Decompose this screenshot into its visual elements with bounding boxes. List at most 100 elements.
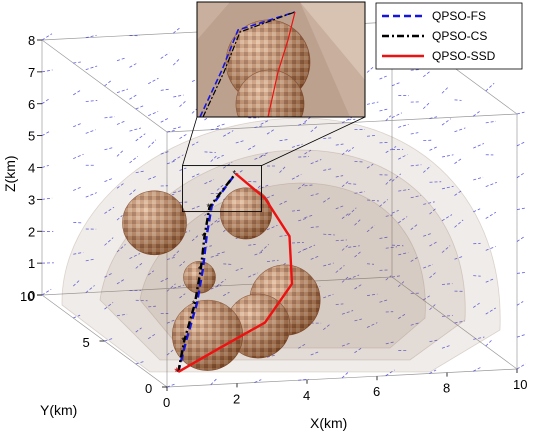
wind-vector bbox=[73, 251, 84, 255]
wind-vector bbox=[223, 291, 230, 297]
wind-vector bbox=[41, 165, 49, 168]
wind-vector bbox=[516, 207, 527, 211]
wind-vector bbox=[260, 184, 270, 189]
wind-vector bbox=[210, 155, 217, 162]
wind-vector bbox=[129, 156, 139, 164]
wind-vector bbox=[41, 33, 53, 41]
wind-vector bbox=[354, 191, 365, 194]
wind-vector bbox=[391, 244, 404, 247]
legend-label-cs: QPSO-CS bbox=[432, 29, 487, 43]
wind-vector bbox=[260, 244, 269, 253]
wind-vector bbox=[104, 116, 115, 119]
x-tick-label: 0 bbox=[163, 395, 170, 410]
wind-vector bbox=[179, 167, 187, 171]
wind-vector bbox=[485, 307, 496, 315]
wind-vector bbox=[441, 315, 453, 317]
wind-vector bbox=[298, 217, 308, 222]
wind-vector bbox=[398, 154, 408, 160]
wind-vector bbox=[298, 378, 309, 381]
wind-vector bbox=[423, 233, 431, 237]
zoom-inset bbox=[182, 1, 366, 213]
wind-vector bbox=[366, 163, 374, 169]
wind-vector bbox=[204, 209, 212, 216]
wind-vector bbox=[429, 207, 438, 215]
wind-vector bbox=[148, 111, 159, 116]
wind-vector bbox=[385, 146, 397, 153]
wind-vector bbox=[104, 337, 113, 342]
wind-vector bbox=[473, 275, 481, 277]
wind-vector bbox=[310, 125, 319, 133]
paths: ******** bbox=[174, 169, 294, 379]
wind-vector bbox=[410, 322, 420, 326]
waypoint-marker: * bbox=[233, 169, 237, 179]
wind-vector bbox=[291, 209, 301, 212]
x-tick-label: 6 bbox=[373, 384, 380, 399]
wind-vector bbox=[341, 245, 349, 251]
wind-vector bbox=[73, 90, 81, 96]
z-tick-label: 6 bbox=[28, 97, 35, 112]
wind-vector bbox=[441, 154, 454, 158]
wind-vector bbox=[423, 264, 433, 269]
z-tick-label: 7 bbox=[28, 65, 35, 80]
wind-vector bbox=[385, 246, 398, 249]
wind-vector bbox=[216, 279, 227, 287]
wind-vector bbox=[473, 302, 480, 308]
wind-vector bbox=[385, 341, 395, 345]
wind-vector bbox=[516, 111, 525, 115]
wind-vector bbox=[473, 176, 484, 181]
obstacle-shade bbox=[183, 261, 216, 294]
wind-vector bbox=[485, 211, 497, 219]
wind-vector bbox=[429, 145, 439, 151]
wind-vector bbox=[166, 283, 176, 292]
wind-vector bbox=[191, 105, 201, 114]
wind-vector bbox=[304, 214, 314, 219]
z-tick-label: 1 bbox=[28, 256, 35, 271]
wind-vector bbox=[104, 178, 113, 182]
wind-vector bbox=[279, 235, 287, 237]
wind-vector bbox=[398, 313, 407, 319]
wind-vector bbox=[204, 151, 216, 154]
wind-vector bbox=[341, 212, 350, 219]
wind-vector bbox=[135, 360, 145, 365]
wind-vector bbox=[73, 221, 82, 224]
wind-vector bbox=[422, 165, 432, 173]
wind-vector bbox=[385, 115, 392, 122]
wind-vector bbox=[254, 251, 264, 256]
wind-vector bbox=[323, 197, 331, 203]
wind-vector bbox=[85, 258, 96, 262]
wind-vector bbox=[85, 34, 97, 39]
wind-vector bbox=[173, 94, 184, 98]
wind-vector bbox=[391, 275, 402, 278]
wind-vector bbox=[235, 140, 244, 144]
wind-vector bbox=[254, 125, 263, 128]
wind-vector bbox=[179, 261, 186, 267]
wind-vector bbox=[179, 293, 186, 299]
wind-vector bbox=[304, 184, 314, 187]
wind-vector bbox=[85, 285, 95, 294]
wind-vector bbox=[41, 69, 53, 73]
wind-vector bbox=[366, 101, 379, 105]
wind-vector bbox=[135, 133, 146, 142]
waypoint-marker: * bbox=[207, 202, 211, 212]
wind-vector bbox=[172, 250, 180, 257]
wind-vector bbox=[73, 153, 84, 159]
wind-vector bbox=[116, 57, 126, 62]
wind-vector bbox=[204, 179, 215, 185]
wind-vector bbox=[423, 139, 434, 142]
wind-vector bbox=[485, 82, 495, 92]
x-tick-label: 4 bbox=[303, 388, 310, 403]
wind-vector bbox=[210, 284, 222, 290]
wind-vector bbox=[323, 168, 332, 171]
wind-vector bbox=[147, 139, 157, 148]
wind-vector bbox=[85, 65, 98, 71]
zoom-connector bbox=[261, 116, 366, 166]
wind-vector bbox=[129, 253, 141, 259]
wind-vector bbox=[354, 218, 362, 226]
wind-vector bbox=[254, 154, 266, 160]
wind-vector bbox=[148, 333, 156, 340]
wind-vector bbox=[379, 75, 387, 80]
wind-vector bbox=[166, 160, 175, 165]
wind-vector bbox=[279, 165, 287, 173]
legend: QPSO-FS QPSO-CS QPSO-SSD bbox=[375, 2, 523, 70]
wind-vector bbox=[410, 132, 419, 135]
